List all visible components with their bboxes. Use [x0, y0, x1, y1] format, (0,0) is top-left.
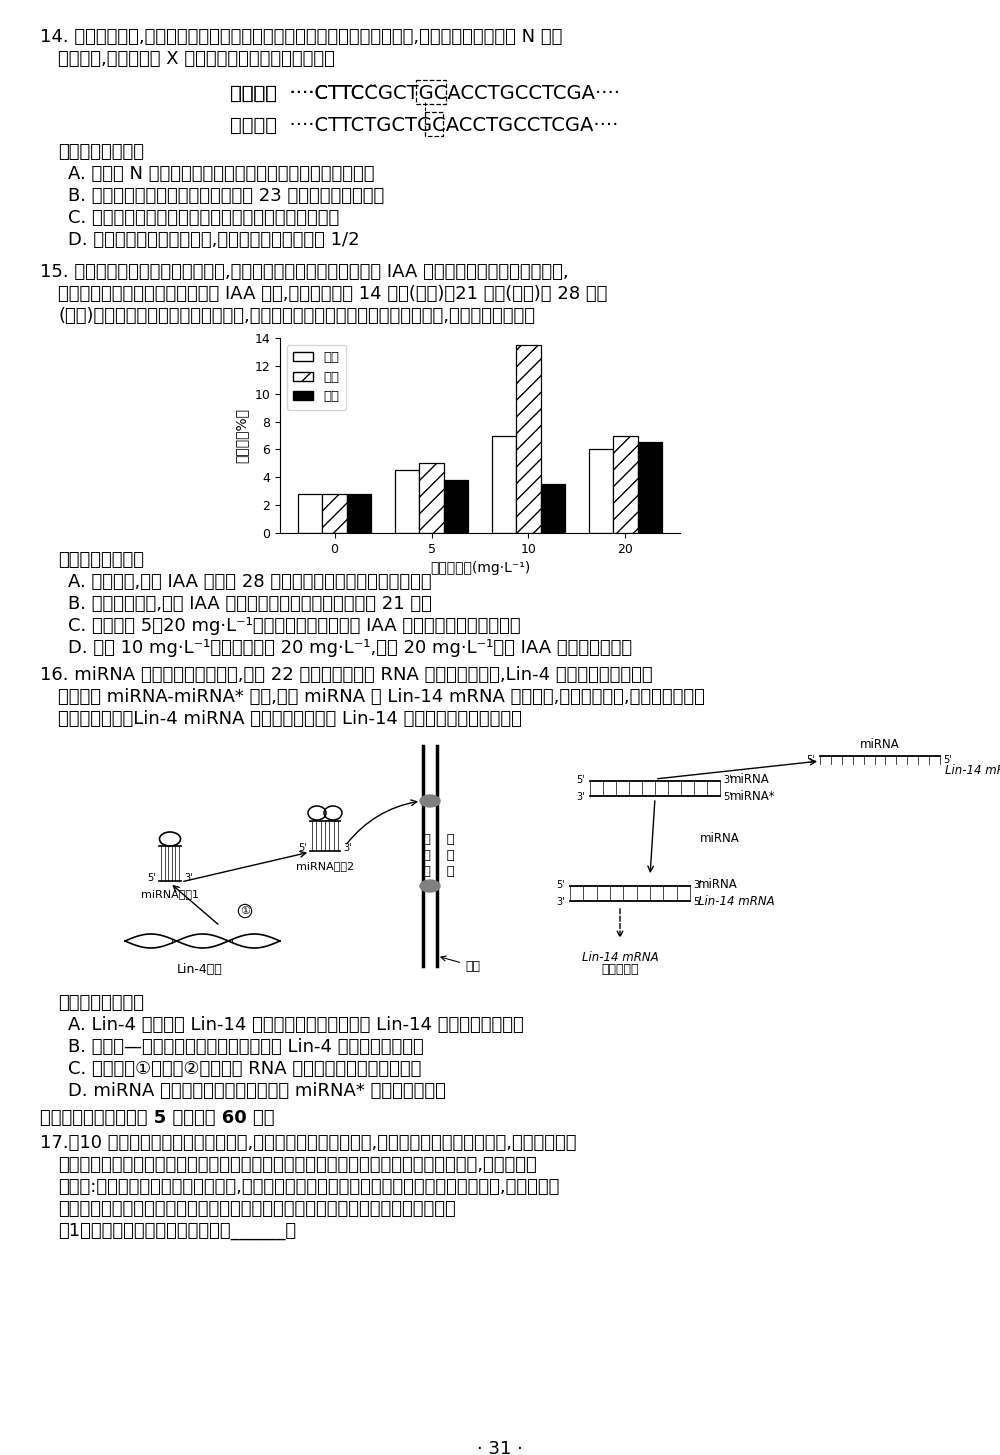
Text: 工后形成 miRNA-miRNA* 双链,其中 miRNA 与 Lin-14 mRNA 部分配对,使其翻译受阻,进而调控幼虫的: 工后形成 miRNA-miRNA* 双链,其中 miRNA 与 Lin-14 m… — [58, 688, 705, 706]
Text: 核膜: 核膜 — [441, 956, 480, 972]
Text: B. 用抗原—抗体杂交技术可检测到线虫内 Lin-4 基因表达的蛋白质: B. 用抗原—抗体杂交技术可检测到线虫内 Lin-4 基因表达的蛋白质 — [68, 1037, 424, 1056]
Text: B. 进行基因组测序时要测定该男子的 23 条染色体的碱基序列: B. 进行基因组测序时要测定该男子的 23 条染色体的碱基序列 — [68, 188, 384, 205]
Text: C. 在人群中调查该病的发病率发现患者中男性多于女性: C. 在人群中调查该病的发病率发现患者中男性多于女性 — [68, 210, 339, 227]
Text: Lin-14 mRNA: Lin-14 mRNA — [582, 952, 658, 965]
Text: 翻译被抑制: 翻译被抑制 — [601, 963, 639, 976]
Text: 细
胞
核: 细 胞 核 — [422, 834, 430, 879]
Bar — [516, 345, 541, 533]
Text: 5': 5' — [147, 873, 156, 883]
Text: miRNA前体1: miRNA前体1 — [141, 889, 199, 899]
Text: 5': 5' — [806, 755, 815, 765]
Text: 科研人员用蒸馏水配制不同浓度的 IAA 溶液,分别浸泡种子 14 小时(甲组)、21 小时(乙组)和 28 小时: 科研人员用蒸馏水配制不同浓度的 IAA 溶液,分别浸泡种子 14 小时(甲组)、… — [58, 285, 607, 303]
Text: Lin-4基因: Lin-4基因 — [177, 963, 223, 976]
Bar — [347, 495, 371, 533]
Bar — [444, 480, 468, 533]
Text: 下列叙述正确的是: 下列叙述正确的是 — [58, 994, 144, 1013]
Text: 5': 5' — [576, 776, 585, 786]
Ellipse shape — [420, 880, 440, 892]
Y-axis label: 萌发率（%）: 萌发率（%） — [235, 407, 249, 463]
Text: miRNA: miRNA — [860, 738, 900, 751]
Text: 患者序列  ····CTTCTGCTGCACCTGCCTCGA····: 患者序列 ····CTTCTGCTGCACCTGCCTCGA···· — [230, 116, 618, 135]
Text: 为三类:低吸收型（有限吸收和积累砷,通常对砷耐受能力低）、富集型（高效地吸收和积累砷,通常对砷耐: 为三类:低吸收型（有限吸收和积累砷,通常对砷耐受能力低）、富集型（高效地吸收和积… — [58, 1179, 559, 1196]
Text: miRNA前体2: miRNA前体2 — [296, 861, 354, 872]
Bar — [541, 485, 565, 533]
Bar — [395, 470, 419, 533]
Text: miRNA: miRNA — [730, 774, 770, 787]
Text: 3': 3' — [723, 776, 732, 786]
Text: A. 分析可知,外源 IAA 能减轻 28 小时蒸馏水浸泡对种子萌发的抑制: A. 分析可知,外源 IAA 能减轻 28 小时蒸馏水浸泡对种子萌发的抑制 — [68, 573, 432, 591]
Text: 3': 3' — [576, 792, 585, 802]
Text: 下列叙述正确的是: 下列叙述正确的是 — [58, 143, 144, 162]
Text: 3': 3' — [693, 880, 702, 890]
Text: 17.（10 分）为实现人与自然和谐共生,构建人与自然生命共同体,各地积极推进生态文明建设,完善生态保护: 17.（10 分）为实现人与自然和谐共生,构建人与自然生命共同体,各地积极推进生… — [40, 1133, 576, 1152]
Bar — [613, 435, 638, 533]
Ellipse shape — [420, 794, 440, 808]
Text: 正常发育模式。Lin-4 miRNA 的形成过程及其对 Lin-14 基因的调控如下图所示。: 正常发育模式。Lin-4 miRNA 的形成过程及其对 Lin-14 基因的调控… — [58, 710, 522, 728]
Text: B. 本实验结果中,外源 IAA 促进种子萌发的最佳浸泡时间为 21 小时: B. 本实验结果中,外源 IAA 促进种子萌发的最佳浸泡时间为 21 小时 — [68, 595, 432, 613]
Text: （1）砷在生态系统组成成分中属于______。: （1）砷在生态系统组成成分中属于______。 — [58, 1222, 296, 1240]
Bar — [638, 442, 662, 533]
Text: 发生变异,变异位点在 X 染色体的以下碱基序列区段中。: 发生变异,变异位点在 X 染色体的以下碱基序列区段中。 — [58, 49, 335, 68]
Text: 3': 3' — [556, 896, 565, 906]
Text: 14. 父母表现正常,儿子患某种显性遗传病。对该患病男子进行基因组测序后,发现与该病有关联的 N 基因: 14. 父母表现正常,儿子患某种显性遗传病。对该患病男子进行基因组测序后,发现与… — [40, 28, 562, 47]
Text: D. 若该男子与正常女性结婚,生育正常女孩的概率是 1/2: D. 若该男子与正常女性结婚,生育正常女孩的概率是 1/2 — [68, 231, 360, 249]
Text: miRNA: miRNA — [698, 879, 738, 892]
X-axis label: 生长素浓度(mg·L⁻¹): 生长素浓度(mg·L⁻¹) — [430, 562, 530, 575]
Text: miRNA*: miRNA* — [730, 790, 776, 803]
Text: 5': 5' — [556, 880, 565, 890]
Text: 二、非选择题：本题共 5 小题，共 60 分。: 二、非选择题：本题共 5 小题，共 60 分。 — [40, 1109, 274, 1128]
Text: C. 图中过程①、过程②分别需要 RNA 聚合酶、限制性核酸内切酶: C. 图中过程①、过程②分别需要 RNA 聚合酶、限制性核酸内切酶 — [68, 1061, 421, 1078]
Text: miRNA: miRNA — [700, 832, 740, 845]
Bar — [419, 463, 444, 533]
Text: A. 变异的 N 基因来源于该男子自身突变或其母亲的基因突变: A. 变异的 N 基因来源于该男子自身突变或其母亲的基因突变 — [68, 164, 374, 183]
Text: 和修复制度。自然环境中的砷以多种形态存在于地壳中。根据植物对砷的吸收和积累不同,可将植物分: 和修复制度。自然环境中的砷以多种形态存在于地壳中。根据植物对砷的吸收和积累不同,… — [58, 1157, 537, 1174]
Text: · 31 ·: · 31 · — [477, 1440, 523, 1455]
Text: 16. miRNA 是一类由基因编码的,长约 22 个核苷酸的单链 RNA 分子。在线虫中,Lin-4 基因的转录产物经加: 16. miRNA 是一类由基因编码的,长约 22 个核苷酸的单链 RNA 分子… — [40, 666, 653, 684]
Text: D. 甲组 10 mg·L⁻¹的萌发率大于 20 mg·L⁻¹,说明 20 mg·L⁻¹外源 IAA 能抑制种子萌发: D. 甲组 10 mg·L⁻¹的萌发率大于 20 mg·L⁻¹,说明 20 mg… — [68, 639, 632, 658]
Text: 5': 5' — [298, 842, 307, 853]
Bar — [492, 435, 516, 533]
Text: 3': 3' — [343, 842, 352, 853]
Text: ①: ① — [240, 906, 250, 917]
Text: D. miRNA 转录模板区段的碱基序列与 miRNA* 的碱基序列不同: D. miRNA 转录模板区段的碱基序列与 miRNA* 的碱基序列不同 — [68, 1083, 446, 1100]
Bar — [298, 495, 322, 533]
Text: 5': 5' — [943, 755, 952, 765]
Text: Lin-14 mRNA: Lin-14 mRNA — [945, 764, 1000, 777]
Text: 受能力高）、中间型（体内积累砷和耐受能力介于以上二者之间）。回答下列问题：: 受能力高）、中间型（体内积累砷和耐受能力介于以上二者之间）。回答下列问题： — [58, 1200, 456, 1218]
Text: 3': 3' — [184, 873, 193, 883]
Bar — [322, 495, 347, 533]
Text: 正常序列  ····CTTC: 正常序列 ····CTTC — [230, 84, 364, 103]
Bar — [589, 450, 613, 533]
Text: C. 乙组可在 5～20 mg·L⁻¹范围内进一步探究外源 IAA 促进种子萌发的最佳浓度: C. 乙组可在 5～20 mg·L⁻¹范围内进一步探究外源 IAA 促进种子萌发… — [68, 617, 521, 634]
Text: A. Lin-4 基因调控 Lin-14 基因选择性表达的结果是 Lin-14 基因转录水平降低: A. Lin-4 基因调控 Lin-14 基因选择性表达的结果是 Lin-14 … — [68, 1016, 524, 1035]
Text: 5': 5' — [693, 896, 702, 906]
Text: (丙组)。将浸泡后的种子置于培养皿中,在适宜的萌发条件下培养。观察萌发情况,结果如下图所示。: (丙组)。将浸泡后的种子置于培养皿中,在适宜的萌发条件下培养。观察萌发情况,结果… — [58, 307, 535, 324]
Text: 正常序列  ····CTTCC̈GCTGCACCTGCCTCGA····: 正常序列 ····CTTCC̈GCTGCACCTGCCTCGA···· — [230, 84, 620, 103]
Text: 下列叙述错误的是: 下列叙述错误的是 — [58, 551, 144, 569]
Text: 细
   胞
   质: 细 胞 质 — [434, 834, 455, 879]
Legend: 甲组, 乙组, 丙组: 甲组, 乙组, 丙组 — [287, 345, 346, 410]
Text: 15. 多叶棘豆是一种珍贵的药用植物,其种子萌发率极低。为研究外源 IAA 能否促进多叶棘豆种子的萌发,: 15. 多叶棘豆是一种珍贵的药用植物,其种子萌发率极低。为研究外源 IAA 能否… — [40, 263, 569, 281]
Text: 5': 5' — [723, 792, 732, 802]
Text: Lin-14 mRNA: Lin-14 mRNA — [698, 895, 775, 908]
